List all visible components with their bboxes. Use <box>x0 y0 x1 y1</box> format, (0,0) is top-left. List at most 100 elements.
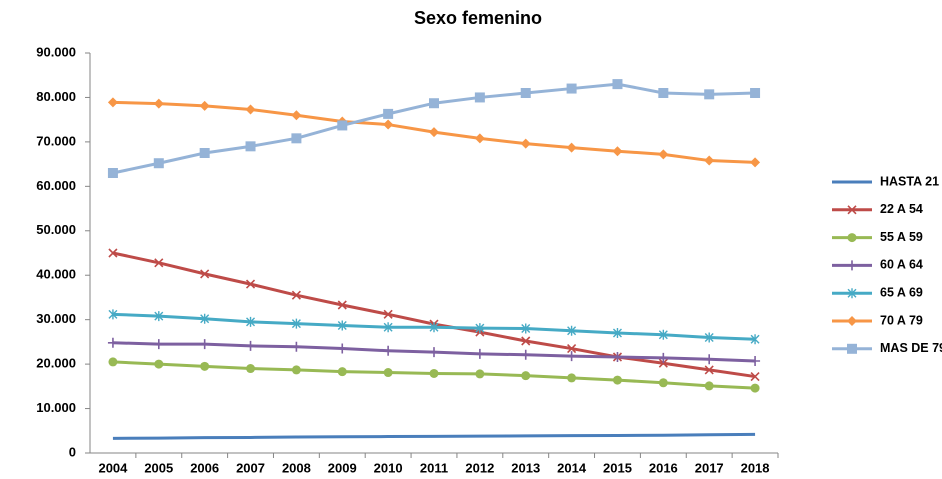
marker <box>658 352 669 363</box>
marker <box>704 155 715 166</box>
marker <box>245 141 256 152</box>
marker <box>520 88 531 98</box>
series <box>112 432 756 440</box>
y-tick-label: 60.000 <box>36 178 76 193</box>
x-tick-label: 2014 <box>557 460 587 475</box>
marker <box>153 339 164 350</box>
marker <box>245 279 256 289</box>
legend-label: 70 A 79 <box>880 313 923 327</box>
marker <box>154 258 164 268</box>
line <box>112 432 756 440</box>
marker <box>107 337 118 348</box>
marker <box>200 313 210 324</box>
marker <box>291 290 301 300</box>
marker <box>337 343 348 354</box>
marker <box>153 158 164 169</box>
marker <box>154 359 164 369</box>
marker <box>612 146 623 157</box>
marker <box>383 345 394 356</box>
legend-marker <box>847 316 857 326</box>
series <box>107 79 761 178</box>
marker <box>108 309 118 320</box>
legend-marker <box>847 205 857 215</box>
x-tick-label: 2016 <box>649 460 678 475</box>
marker <box>199 339 210 350</box>
marker <box>520 138 531 149</box>
marker <box>107 168 118 178</box>
marker <box>246 364 256 374</box>
marker <box>704 381 714 391</box>
marker <box>750 371 760 382</box>
marker <box>567 325 577 336</box>
legend-label: 60 A 64 <box>880 258 923 272</box>
marker <box>566 83 577 94</box>
marker <box>704 354 715 365</box>
marker <box>200 361 210 371</box>
x-tick-label: 2005 <box>144 460 173 475</box>
legend-marker <box>847 260 857 271</box>
y-tick-label: 50.000 <box>36 222 76 237</box>
marker <box>475 369 485 379</box>
marker <box>200 269 210 279</box>
y-tick-label: 70.000 <box>36 133 76 148</box>
marker <box>107 97 118 108</box>
legend-label: HASTA 21 <box>880 174 939 188</box>
marker <box>750 88 761 98</box>
marker <box>612 352 623 362</box>
marker <box>199 100 210 111</box>
y-tick-label: 90.000 <box>36 44 76 59</box>
series <box>108 357 760 393</box>
x-tick-label: 2012 <box>465 460 494 475</box>
marker <box>704 332 714 343</box>
marker <box>108 248 118 258</box>
marker <box>474 133 485 144</box>
legend-marker <box>847 288 857 299</box>
x-tick-label: 2013 <box>511 460 540 475</box>
marker <box>291 110 302 121</box>
marker <box>291 133 302 144</box>
marker <box>153 98 164 109</box>
marker <box>658 329 668 340</box>
marker <box>474 348 485 359</box>
series <box>108 248 760 382</box>
marker <box>429 347 439 358</box>
marker <box>246 316 256 327</box>
legend-label: 22 A 54 <box>880 202 923 216</box>
marker <box>429 127 439 138</box>
marker <box>658 88 669 98</box>
marker <box>429 98 439 109</box>
marker <box>750 157 761 168</box>
marker <box>383 108 394 119</box>
y-tick-label: 80.000 <box>36 89 76 104</box>
marker <box>199 148 210 158</box>
x-tick-label: 2018 <box>741 460 770 475</box>
marker <box>612 79 623 90</box>
marker <box>612 328 622 338</box>
legend-label: 65 A 69 <box>880 285 923 299</box>
y-tick-label: 30.000 <box>36 311 76 326</box>
marker <box>245 104 256 115</box>
legend-marker <box>847 343 857 354</box>
marker <box>291 341 302 352</box>
marker <box>520 349 531 360</box>
series <box>107 337 761 366</box>
x-tick-label: 2011 <box>420 460 448 475</box>
marker <box>704 89 715 100</box>
y-tick-label: 40.000 <box>36 267 76 282</box>
marker <box>429 368 439 378</box>
marker <box>750 383 760 393</box>
marker <box>567 373 577 383</box>
marker <box>704 365 714 375</box>
chart-title: Sexo femenino <box>414 8 542 28</box>
marker <box>245 340 256 351</box>
y-tick-label: 20.000 <box>36 356 76 371</box>
x-tick-label: 2008 <box>282 460 311 475</box>
marker <box>337 367 347 377</box>
legend-label: MAS DE 79 <box>880 341 942 355</box>
marker <box>383 322 393 333</box>
marker <box>658 378 668 388</box>
legend-marker <box>847 233 857 243</box>
marker <box>383 119 394 130</box>
y-tick-label: 10.000 <box>36 400 76 415</box>
marker <box>383 368 393 378</box>
